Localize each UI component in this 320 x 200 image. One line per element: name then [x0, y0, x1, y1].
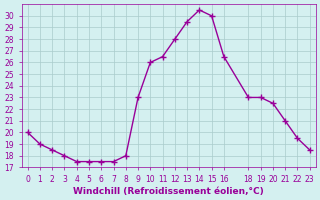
X-axis label: Windchill (Refroidissement éolien,°C): Windchill (Refroidissement éolien,°C): [73, 187, 264, 196]
